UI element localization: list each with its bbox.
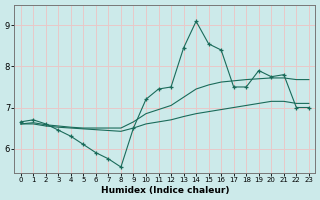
- X-axis label: Humidex (Indice chaleur): Humidex (Indice chaleur): [100, 186, 229, 195]
